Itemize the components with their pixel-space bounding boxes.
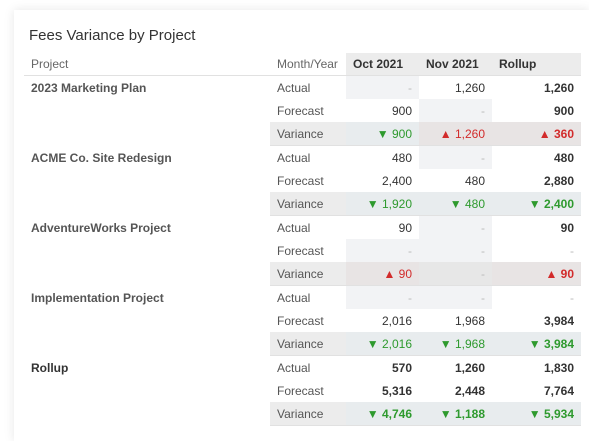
cell-nov: -: [419, 215, 492, 239]
cell-rollup: ▼ 3,984: [492, 332, 581, 356]
table-row: Forecast 900-900: [24, 99, 581, 122]
cell-rollup: 900: [553, 103, 574, 118]
row-label: Variance: [270, 402, 346, 426]
table-row: Forecast 2,016 1,968 3,984: [24, 309, 581, 332]
cell-rollup: 1,830: [543, 360, 574, 375]
cell-nov: 1,968: [454, 313, 485, 328]
cell-oct: -: [346, 285, 419, 309]
table-row: 2023 Marketing Plan Actual - 1,260 1,260: [24, 75, 581, 99]
row-label: Forecast: [277, 313, 324, 328]
row-label: Forecast: [277, 383, 324, 398]
cell-nov: ▼ 1,968: [419, 332, 492, 356]
cell-nov: 2,448: [454, 383, 485, 398]
cell-nov: ▲ 1,260: [419, 122, 492, 146]
cell-rollup: 1,260: [543, 80, 574, 95]
column-header-oct-2021[interactable]: Oct 2021: [346, 53, 419, 76]
row-label: Actual: [277, 360, 311, 375]
table-row: AdventureWorks Project Actual 90-90: [24, 215, 581, 239]
row-label: Forecast: [277, 173, 324, 188]
row-label: Actual: [277, 80, 311, 95]
table-row: Forecast 5,316 2,448 7,764: [24, 379, 581, 402]
row-label: Forecast: [277, 103, 324, 118]
cell-nov: ▼ 1,188: [419, 402, 492, 426]
report-title: Fees Variance by Project: [29, 27, 196, 44]
table-row: Forecast 2,400 480 2,880: [24, 169, 581, 192]
cell-rollup: 480: [553, 150, 574, 165]
cell-oct: ▼ 4,746: [346, 402, 419, 426]
cell-rollup: 90: [560, 220, 574, 235]
cell-oct: ▼ 1,920: [346, 192, 419, 216]
cell-nov: -: [419, 99, 492, 122]
table-row: Rollup Actual 570 1,260 1,830: [24, 356, 581, 380]
table-row: Variance ▼ 2,016 ▼ 1,968 ▼ 3,984: [24, 332, 581, 356]
cell-oct: 900: [391, 103, 412, 118]
cell-oct: 90: [398, 220, 412, 235]
row-label: Actual: [277, 220, 311, 235]
cell-rollup: -: [570, 243, 574, 258]
project-name[interactable]: 2023 Marketing Plan: [31, 81, 147, 95]
project-name[interactable]: Rollup: [31, 360, 69, 375]
cell-rollup: -: [570, 290, 574, 305]
cell-oct: 480: [391, 150, 412, 165]
cell-oct: -: [346, 239, 419, 262]
cell-nov: -: [419, 285, 492, 309]
cell-oct: 2,400: [381, 173, 412, 188]
cell-rollup: 2,880: [543, 173, 574, 188]
cell-oct: -: [346, 75, 419, 99]
column-header-project[interactable]: Project: [24, 53, 270, 76]
variance-table: Project Month/Year Oct 2021 Nov 2021 Rol…: [24, 53, 581, 426]
cell-oct: 5,316: [381, 383, 412, 398]
cell-nov: 1,260: [454, 80, 485, 95]
cell-oct: ▼ 900: [346, 122, 419, 146]
table-row: Variance ▼ 1,920 ▼ 480 ▼ 2,400: [24, 192, 581, 216]
cell-nov: -: [419, 239, 492, 262]
row-label: Actual: [277, 150, 311, 165]
cell-rollup: ▲ 360: [492, 122, 581, 146]
row-label: Variance: [270, 262, 346, 286]
row-label: Variance: [270, 122, 346, 146]
cell-nov: -: [419, 262, 492, 286]
row-label: Actual: [277, 290, 311, 305]
cell-nov: 1,260: [454, 360, 485, 375]
report-card: Fees Variance by Project Project Month/Y…: [14, 10, 589, 441]
cell-rollup: ▲ 90: [492, 262, 581, 286]
table-row: Variance ▼ 900 ▲ 1,260 ▲ 360: [24, 122, 581, 146]
table-row: Implementation Project Actual - - -: [24, 285, 581, 309]
column-header-month-year[interactable]: Month/Year: [270, 53, 346, 76]
cell-rollup: 7,764: [543, 383, 574, 398]
cell-rollup: 3,984: [543, 313, 574, 328]
table-row: Variance ▲ 90- ▲ 90: [24, 262, 581, 286]
header-row: Project Month/Year Oct 2021 Nov 2021 Rol…: [24, 53, 581, 76]
cell-nov: ▼ 480: [419, 192, 492, 216]
column-header-rollup[interactable]: Rollup: [492, 53, 581, 76]
cell-oct: 2,016: [381, 313, 412, 328]
table-row: Variance ▼ 4,746 ▼ 1,188 ▼ 5,934: [24, 402, 581, 426]
row-label: Forecast: [277, 243, 324, 258]
cell-nov: -: [419, 145, 492, 169]
row-label: Variance: [270, 332, 346, 356]
cell-nov: 480: [464, 173, 485, 188]
row-label: Variance: [270, 192, 346, 216]
project-name[interactable]: AdventureWorks Project: [31, 220, 171, 235]
cell-oct: ▼ 2,016: [346, 332, 419, 356]
table-row: Forecast - - -: [24, 239, 581, 262]
cell-oct: ▲ 90: [346, 262, 419, 286]
cell-rollup: ▼ 5,934: [492, 402, 581, 426]
column-header-nov-2021[interactable]: Nov 2021: [419, 53, 492, 76]
cell-oct: 570: [391, 360, 412, 375]
cell-rollup: ▼ 2,400: [492, 192, 581, 216]
table-row: ACME Co. Site Redesign Actual 480-480: [24, 145, 581, 169]
project-name[interactable]: Implementation Project: [31, 290, 164, 305]
project-name[interactable]: ACME Co. Site Redesign: [31, 150, 172, 165]
